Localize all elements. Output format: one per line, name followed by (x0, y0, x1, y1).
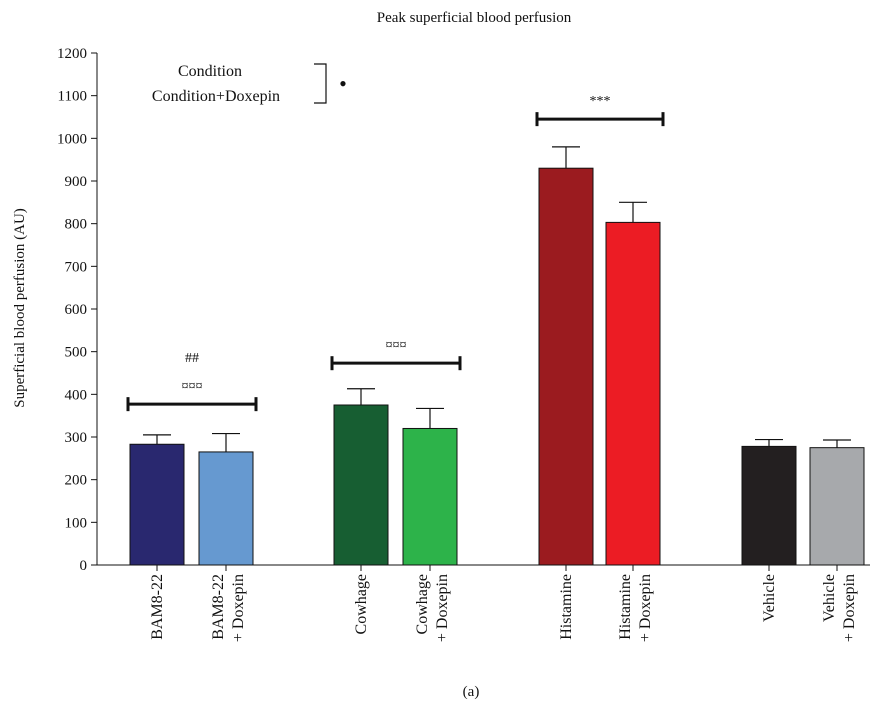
y-tick-label: 1100 (58, 89, 87, 105)
x-category-label-line1: Vehicle (821, 574, 838, 622)
x-category-label: Histamine + Doxepin (617, 574, 654, 642)
legend: Condition Condition+Doxepin • (152, 63, 347, 105)
bar (129, 443, 185, 566)
y-tick-label: 200 (65, 473, 88, 489)
y-tick-label: 400 (65, 387, 88, 403)
x-category-label: Cowhage (353, 574, 370, 634)
x-category-label-line2: + Doxepin (230, 574, 247, 642)
significance-annotations: ¤¤¤ ## ¤¤¤ *** (126, 94, 665, 412)
chart-title: Peak superficial blood perfusion (377, 10, 572, 26)
x-category-label: BAM8-22 (149, 574, 166, 640)
y-tick-label: 600 (65, 302, 88, 318)
significance-symbol: *** (590, 94, 611, 109)
y-tick-label: 500 (65, 345, 88, 361)
x-category-label-line1: Vehicle (761, 574, 778, 622)
y-tick-label: 900 (65, 174, 88, 190)
bars (129, 146, 865, 571)
significance-extra: ## (185, 351, 199, 366)
x-category-label: Histamine (558, 574, 575, 640)
y-tick-label: 800 (65, 217, 88, 233)
y-axis-label: Superficial blood perfusion (AU) (12, 208, 28, 408)
legend-bracket (314, 63, 327, 104)
x-category-label: Vehicle (761, 574, 778, 622)
y-tick-label: 0 (80, 558, 88, 574)
x-category-label-line1: Histamine (617, 574, 634, 640)
x-category-label-line1: Cowhage (353, 574, 370, 634)
x-category-label-line2: + Doxepin (841, 574, 858, 642)
x-category-label-line2: + Doxepin (434, 574, 451, 642)
x-category-label-line1: BAM8-22 (210, 574, 227, 640)
bar (333, 404, 389, 566)
bar (741, 445, 797, 566)
x-category-label-line2: + Doxepin (637, 574, 654, 642)
x-category-label: BAM8-22 + Doxepin (210, 574, 247, 642)
bar (538, 167, 594, 566)
bar (605, 221, 661, 566)
x-axis-labels: BAM8-22 BAM8-22 + Doxepin Cowhage Cowhage + D… (149, 574, 858, 642)
legend-condition-doxepin-label: Condition+Doxepin (152, 88, 280, 105)
legend-marker: • (339, 71, 347, 96)
y-tick-label: 1200 (57, 46, 87, 62)
x-category-label: Cowhage + Doxepin (414, 574, 451, 642)
x-category-label-line1: Histamine (558, 574, 575, 640)
significance-symbol: ¤¤¤ (182, 379, 203, 394)
bar (402, 427, 458, 566)
x-category-label-line1: Cowhage (414, 574, 431, 634)
y-axis: 0 100 200 300 400 500 600 700 800 900 1000 1100 1200 (57, 46, 870, 574)
x-category-label-line1: BAM8-22 (149, 574, 166, 640)
bar (809, 447, 865, 566)
x-category-label: Vehicle + Doxepin (821, 574, 858, 642)
significance-symbol: ¤¤¤ (386, 338, 407, 353)
y-tick-label: 300 (65, 430, 88, 446)
figure-caption: (a) (463, 684, 480, 700)
legend-condition-label: Condition (178, 63, 242, 80)
y-tick-label: 1000 (57, 131, 87, 147)
y-tick-label: 100 (65, 515, 88, 531)
y-tick-label: 700 (65, 259, 88, 275)
bar (198, 451, 254, 566)
